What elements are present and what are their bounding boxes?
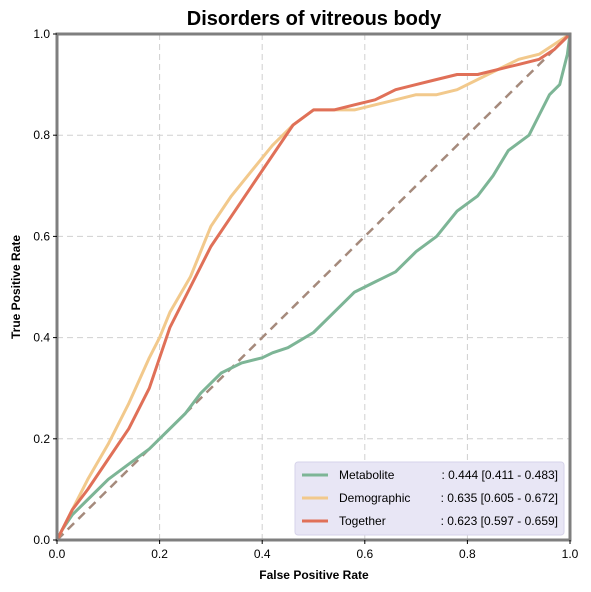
legend-series-name: Demographic bbox=[339, 491, 410, 505]
x-tick-label: 0.4 bbox=[254, 547, 271, 561]
x-axis-label: False Positive Rate bbox=[259, 568, 369, 582]
y-tick-label: 1.0 bbox=[33, 27, 50, 41]
x-tick-label: 0.2 bbox=[151, 547, 168, 561]
roc-curve-together bbox=[55, 32, 572, 542]
y-tick-label: 0.6 bbox=[33, 229, 50, 243]
x-tick-label: 0.0 bbox=[49, 547, 66, 561]
y-tick-label: 0.0 bbox=[33, 533, 50, 547]
legend-auc-value: : 0.444 [0.411 - 0.483] bbox=[441, 468, 558, 482]
legend-auc-value: : 0.623 [0.597 - 0.659] bbox=[441, 514, 558, 528]
y-tick-label: 0.8 bbox=[33, 128, 50, 142]
y-axis-ticks: 0.0 0.2 0.4 0.6 0.8 1.0 bbox=[33, 27, 57, 547]
x-tick-label: 0.8 bbox=[459, 547, 476, 561]
y-tick-label: 0.4 bbox=[33, 331, 50, 345]
legend-series-name: Together bbox=[339, 514, 386, 528]
x-tick-label: 0.6 bbox=[356, 547, 373, 561]
plot-frame bbox=[55, 32, 572, 542]
chart-title: Disorders of vitreous body bbox=[187, 8, 442, 30]
legend-auc-value: : 0.635 [0.605 - 0.672] bbox=[441, 491, 558, 505]
legend-series-name: Metabolite bbox=[339, 468, 395, 482]
legend-box bbox=[294, 461, 565, 536]
y-axis-label: True Positive Rate bbox=[9, 235, 23, 339]
x-axis-ticks: 0.0 0.2 0.4 0.6 0.8 1.0 bbox=[49, 540, 579, 561]
roc-curve-metabolite bbox=[55, 32, 572, 542]
y-tick-label: 0.2 bbox=[33, 432, 50, 446]
roc-curves bbox=[55, 32, 572, 542]
x-tick-label: 1.0 bbox=[562, 547, 579, 561]
legend: Metabolite : 0.444 [0.411 - 0.483] Demogra… bbox=[294, 461, 565, 536]
